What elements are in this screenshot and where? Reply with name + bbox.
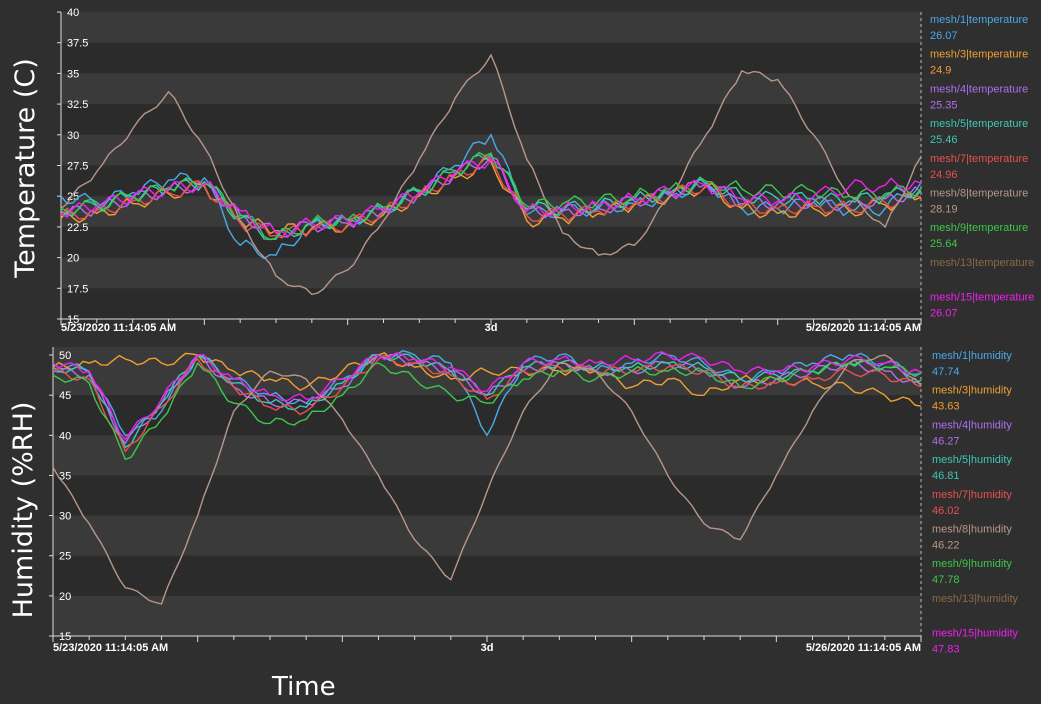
- legend-series-name: mesh/8|humidity: [932, 524, 1012, 536]
- y-tick-label: 17.5: [67, 283, 88, 295]
- grid-band: [61, 226, 921, 258]
- y-tick-label: 20: [59, 591, 71, 603]
- legend-series-value: 43.63: [932, 401, 960, 413]
- x-tick-label: 5/23/2020 11:14:05 AM: [61, 322, 176, 334]
- legend-series-name: mesh/8|temperature: [930, 188, 1028, 200]
- legend-series-name: mesh/3|temperature: [930, 49, 1028, 61]
- legend-series-name: mesh/5|temperature: [930, 118, 1028, 130]
- legend-series-name: mesh/15|humidity: [932, 628, 1019, 640]
- legend-series-value: 47.74: [932, 366, 960, 378]
- legend-series-name: mesh/9|temperature: [930, 222, 1028, 234]
- y-tick-label: 37.5: [67, 38, 88, 50]
- series-line: [60, 158, 922, 237]
- y-tick-label: 50: [59, 350, 71, 362]
- legend-series-value: 46.81: [932, 470, 960, 482]
- chart-panel-1: 4037.53532.53027.52522.52017.5155/23/202…: [10, 7, 1034, 334]
- y-tick-label: 32.5: [67, 99, 88, 111]
- legend-series-name: mesh/9|humidity: [932, 558, 1012, 570]
- grid-band: [61, 42, 921, 74]
- y-tick-label: 35: [59, 470, 71, 482]
- legend-series-value: 47.83: [932, 644, 960, 656]
- x-tick-label: 3d: [485, 322, 498, 334]
- grid-band: [53, 555, 921, 596]
- legend-series-name: mesh/13|humidity: [932, 593, 1019, 605]
- y-axis-label: Humidity (%RH): [8, 402, 39, 619]
- legend-series-value: 46.22: [932, 540, 960, 552]
- y-tick-label: 25: [59, 551, 71, 563]
- y-tick-label: 15: [59, 631, 71, 643]
- legend-series-name: mesh/13|temperature: [930, 257, 1034, 269]
- grid-band: [61, 288, 921, 319]
- series-line: [60, 151, 922, 241]
- x-axis-label: Time: [272, 672, 336, 702]
- legend-series-value: 24.96: [930, 169, 958, 181]
- legend-series-value: 47.78: [932, 574, 960, 586]
- y-tick-label: 30: [59, 511, 71, 523]
- x-tick-label: 3d: [481, 642, 494, 654]
- grid-band: [53, 395, 921, 436]
- legend-series-name: mesh/15|temperature: [930, 292, 1034, 304]
- series-line: [52, 350, 922, 441]
- grid-band: [61, 104, 921, 135]
- y-tick-label: 20: [67, 253, 79, 265]
- y-tick-label: 30: [67, 130, 79, 142]
- series-line: [52, 359, 922, 461]
- legend-series-value: 25.46: [930, 134, 958, 146]
- legend-series-name: mesh/5|humidity: [932, 454, 1012, 466]
- y-tick-label: 15: [67, 314, 79, 326]
- grid-band: [53, 475, 921, 516]
- series-line: [60, 53, 922, 296]
- x-tick-label: 5/23/2020 11:14:05 AM: [53, 642, 168, 654]
- legend-series-name: mesh/7|humidity: [932, 489, 1012, 501]
- series-line: [52, 354, 922, 453]
- y-tick-label: 40: [67, 7, 79, 19]
- legend-series-value: 25.35: [930, 99, 958, 111]
- y-tick-label: 40: [59, 430, 71, 442]
- legend-series-name: mesh/4|humidity: [932, 419, 1012, 431]
- legend-series-name: mesh/3|humidity: [932, 385, 1012, 397]
- legend-series-name: mesh/4|temperature: [930, 83, 1028, 95]
- legend-series-name: mesh/1|humidity: [932, 350, 1012, 362]
- y-tick-label: 35: [67, 68, 79, 80]
- legend-series-value: 46.27: [932, 435, 960, 447]
- legend-series-value: 25.64: [930, 238, 958, 250]
- legend-series-name: mesh/7|temperature: [930, 153, 1028, 165]
- y-tick-label: 27.5: [67, 161, 88, 173]
- y-tick-label: 22.5: [67, 222, 88, 234]
- series-line: [52, 354, 922, 605]
- legend-series-name: mesh/1|temperature: [930, 14, 1028, 26]
- y-axis-label: Temperature (C): [10, 58, 41, 279]
- x-tick-label: 5/26/2020 11:14:05 AM: [806, 642, 921, 654]
- legend-series-value: 26.07: [930, 30, 958, 42]
- legend-series-value: 26.07: [930, 308, 958, 320]
- chart-panel-2: 50 45 40 35 30 25 20 155/23/2020 11:14:05 AM 3d 5…: [8, 347, 1019, 656]
- legend-series-value: 46.02: [932, 505, 960, 517]
- x-tick-label: 5/26/2020 11:14:05 AM: [806, 322, 921, 334]
- y-tick-label: 45: [59, 390, 71, 402]
- legend-series-value: 24.9: [930, 65, 951, 77]
- legend-series-value: 28.19: [930, 204, 958, 216]
